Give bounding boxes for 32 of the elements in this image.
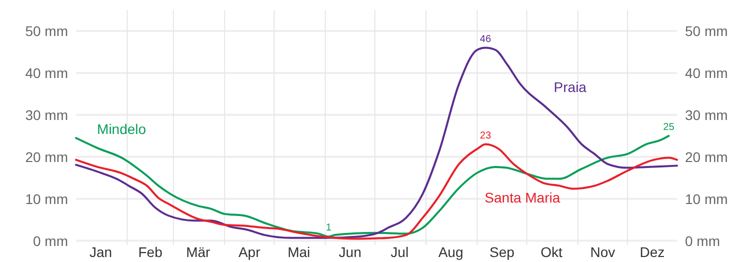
- annotation: 25: [663, 122, 675, 133]
- annotation: 1: [326, 222, 332, 234]
- y2-tick-label: 20 mm: [685, 148, 728, 165]
- y-tick-label: 50 mm: [25, 22, 68, 39]
- x-tick-label: Aug: [438, 244, 464, 260]
- x-tick-label: Mär: [186, 244, 211, 260]
- x-tick-label: Feb: [138, 244, 163, 260]
- y-tick-label: 30 mm: [25, 106, 68, 123]
- y2-tick-label: 30 mm: [685, 106, 728, 123]
- series-label: Mindelo: [97, 121, 146, 138]
- annotation: 23: [480, 130, 492, 142]
- x-tick-label: Sep: [490, 244, 515, 260]
- y2-tick-label: 40 mm: [685, 64, 728, 81]
- x-tick-label: Jun: [338, 244, 362, 260]
- y-tick-label: 0 mm: [33, 232, 68, 249]
- x-tick-label: Jul: [390, 244, 409, 260]
- x-tick-label: Mai: [288, 244, 310, 260]
- x-tick-label: Okt: [540, 244, 563, 260]
- y-tick-label: 40 mm: [25, 64, 68, 81]
- series-label: Praia: [554, 78, 587, 95]
- annotation: 46: [480, 34, 492, 45]
- y-tick-label: 10 mm: [25, 190, 68, 207]
- y2-tick-label: 50 mm: [685, 22, 728, 39]
- series-label: Santa Maria: [484, 189, 560, 206]
- line-series: [75, 46, 678, 239]
- x-tick-label: Jan: [89, 244, 112, 260]
- x-tick-label: Dez: [640, 244, 665, 260]
- y2-tick-label: 0 mm: [685, 232, 720, 249]
- x-tick-label: Nov: [590, 244, 616, 260]
- y-tick-label: 20 mm: [25, 148, 68, 165]
- y2-tick-label: 10 mm: [685, 190, 728, 207]
- x-tick-label: Apr: [238, 244, 261, 260]
